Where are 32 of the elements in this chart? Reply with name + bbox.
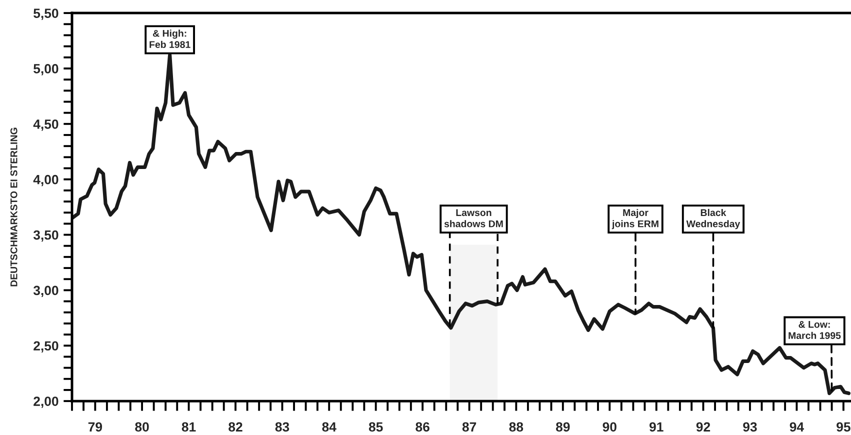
y-tick-label: 3,00 — [33, 286, 58, 298]
x-tick-label: 94 — [790, 422, 804, 432]
annotation: & High: Feb 1981 — [150, 30, 190, 48]
x-tick-label: 95 — [836, 422, 850, 432]
y-tick-label: 2,50 — [34, 341, 58, 352]
y-tick-label: 2,00 — [34, 396, 58, 408]
y-tick-label: 4,00 — [33, 174, 58, 186]
x-tick-label: 81 — [182, 422, 196, 432]
y-axis-title: DEUTSCHMARKSTO EI STERLING — [10, 128, 18, 286]
y-tick-label: 4,50 — [33, 119, 58, 131]
annotation: & Low: March 1995 — [788, 321, 841, 340]
y-tick-label: 5,00 — [34, 64, 58, 76]
band-label: Lawson shadows DM — [444, 209, 503, 228]
x-tick-label: 84 — [322, 422, 336, 432]
y-tick-label: 5,50 — [34, 8, 58, 20]
line-series — [72, 53, 850, 396]
x-tick-label: 89 — [556, 422, 570, 432]
x-tick-label: 83 — [275, 422, 290, 432]
x-tick-label: 90 — [602, 422, 616, 432]
annotation: Black Wednesday — [686, 208, 740, 230]
x-tick-label: 80 — [135, 422, 149, 432]
x-tick-label: 82 — [228, 422, 242, 432]
x-tick-label: 93 — [743, 422, 757, 432]
x-tick-label: 91 — [649, 422, 664, 432]
x-tick-label: 87 — [462, 422, 476, 432]
x-tick-label: 92 — [696, 422, 710, 432]
x-tick-label: 86 — [416, 422, 430, 432]
x-tick-label: 85 — [368, 422, 383, 432]
x-tick-label: 79 — [88, 422, 102, 432]
x-tick-label: 88 — [509, 422, 524, 432]
y-tick-label: 3,50 — [33, 230, 58, 242]
annotation: Major joins ERM — [612, 208, 658, 230]
